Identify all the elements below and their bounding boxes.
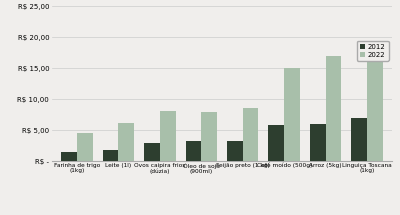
Bar xyxy=(144,143,160,161)
Bar xyxy=(367,42,383,161)
Bar xyxy=(77,133,93,161)
Bar xyxy=(102,150,118,161)
Legend: 2012, 2022: 2012, 2022 xyxy=(357,41,388,61)
Bar xyxy=(186,141,201,161)
Bar xyxy=(227,141,243,161)
Bar xyxy=(201,112,217,161)
Bar xyxy=(243,108,258,161)
Bar xyxy=(118,123,134,161)
Bar xyxy=(160,111,176,161)
Bar xyxy=(284,68,300,161)
Bar xyxy=(61,152,77,161)
Bar xyxy=(351,118,367,161)
Bar xyxy=(326,56,342,161)
Bar xyxy=(310,124,326,161)
Bar xyxy=(268,125,284,161)
